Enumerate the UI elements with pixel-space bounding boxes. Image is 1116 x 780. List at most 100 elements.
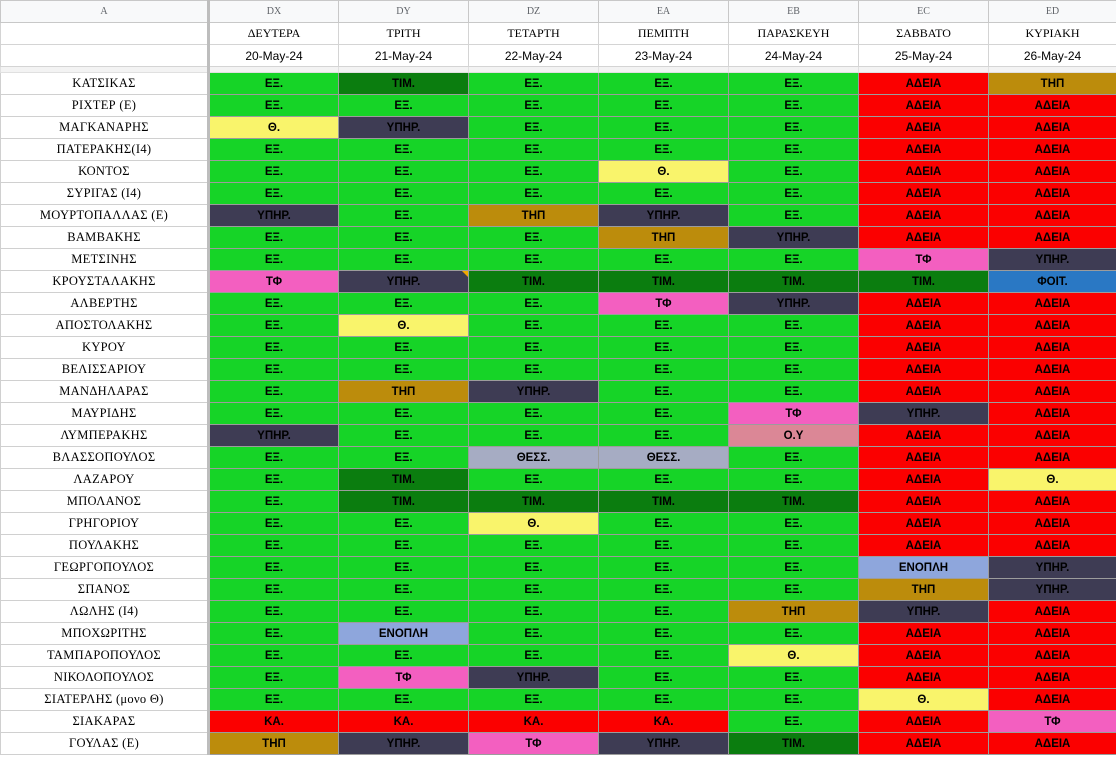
shift-cell[interactable]: ΕΞ. <box>338 226 469 249</box>
shift-cell[interactable]: ΑΔΕΙΑ <box>988 622 1116 645</box>
shift-cell[interactable]: ΕΞ. <box>728 710 859 733</box>
shift-cell[interactable]: ΥΠΗΡ. <box>988 578 1116 601</box>
shift-cell[interactable]: ΕΞ. <box>598 578 729 601</box>
shift-cell[interactable]: ΕΞ. <box>468 622 599 645</box>
shift-cell[interactable]: ΤΗΠ <box>207 732 339 755</box>
shift-cell[interactable]: ΤΙΜ. <box>338 490 469 513</box>
shift-cell[interactable]: ΕΞ. <box>728 138 859 161</box>
shift-cell[interactable]: ΕΞ. <box>598 644 729 667</box>
shift-cell[interactable]: ΕΞ. <box>598 72 729 95</box>
employee-name-cell[interactable]: ΜΑΝΔΗΛΑΡΑΣ <box>0 380 209 403</box>
shift-cell[interactable]: ΕΞ. <box>207 512 339 535</box>
shift-cell[interactable]: ΕΞ. <box>468 182 599 205</box>
shift-cell[interactable]: ΕΞ. <box>728 446 859 469</box>
shift-cell[interactable]: ΑΔΕΙΑ <box>988 534 1116 557</box>
shift-cell[interactable]: ΤΗΠ <box>728 600 859 623</box>
shift-cell[interactable]: ΕΞ. <box>207 556 339 579</box>
shift-cell[interactable]: ΕΞ. <box>598 600 729 623</box>
shift-cell[interactable]: ΑΔΕΙΑ <box>988 402 1116 425</box>
shift-cell[interactable]: ΘΕΣΣ. <box>598 446 729 469</box>
shift-cell[interactable]: ΑΔΕΙΑ <box>988 160 1116 183</box>
shift-cell[interactable]: ΕΞ. <box>207 578 339 601</box>
shift-cell[interactable]: ΑΔΕΙΑ <box>988 446 1116 469</box>
employee-name-cell[interactable]: ΒΑΜΒΑΚΗΣ <box>0 226 209 249</box>
shift-cell[interactable]: ΥΠΗΡ. <box>207 424 339 447</box>
shift-cell[interactable]: ΑΔΕΙΑ <box>988 512 1116 535</box>
shift-cell[interactable]: ΑΔΕΙΑ <box>858 732 989 755</box>
shift-cell[interactable]: ΥΠΗΡ. <box>468 666 599 689</box>
shift-cell[interactable]: ΕΞ. <box>468 292 599 315</box>
corner-cell[interactable] <box>0 22 209 45</box>
shift-cell[interactable]: ΕΞ. <box>338 292 469 315</box>
shift-cell[interactable]: ΕΞ. <box>207 380 339 403</box>
shift-cell[interactable]: ΤΙΜ. <box>598 490 729 513</box>
corner-cell-2[interactable] <box>0 44 209 67</box>
shift-cell[interactable]: ΕΞ. <box>598 534 729 557</box>
shift-cell[interactable]: ΚΑ. <box>207 710 339 733</box>
day-monday[interactable]: ΔΕΥΤΕΡΑ <box>207 22 339 45</box>
shift-cell[interactable]: ΕΞ. <box>728 160 859 183</box>
employee-name-cell[interactable]: ΚΑΤΣΙΚΑΣ <box>0 72 209 95</box>
employee-name-cell[interactable]: ΑΛΒΕΡΤΗΣ <box>0 292 209 315</box>
shift-cell[interactable]: ΕΞ. <box>728 512 859 535</box>
column-header-DY[interactable]: DY <box>338 0 469 23</box>
shift-cell[interactable]: Θ. <box>728 644 859 667</box>
shift-cell[interactable]: Θ. <box>207 116 339 139</box>
shift-cell[interactable]: ΥΠΗΡ. <box>468 380 599 403</box>
shift-cell[interactable]: ΑΔΕΙΑ <box>858 94 989 117</box>
shift-cell[interactable]: ΕΞ. <box>598 248 729 271</box>
shift-cell[interactable]: ΑΔΕΙΑ <box>858 138 989 161</box>
shift-cell[interactable]: ΑΔΕΙΑ <box>988 226 1116 249</box>
date-cell[interactable]: 20-May-24 <box>207 44 339 67</box>
shift-cell[interactable]: ΕΞ. <box>338 402 469 425</box>
shift-cell[interactable]: ΤΙΜ. <box>598 270 729 293</box>
shift-cell[interactable]: ΕΞ. <box>207 490 339 513</box>
shift-cell[interactable]: ΕΞ. <box>338 578 469 601</box>
shift-cell[interactable]: ΕΞ. <box>338 138 469 161</box>
shift-cell[interactable]: ΕΞ. <box>468 160 599 183</box>
shift-cell[interactable]: ΥΠΗΡ. <box>338 116 469 139</box>
shift-cell[interactable]: Θ. <box>598 160 729 183</box>
shift-cell[interactable]: ΕΞ. <box>207 160 339 183</box>
day-sunday[interactable]: ΚΥΡΙΑΚΗ <box>988 22 1116 45</box>
shift-cell[interactable]: ΕΞ. <box>728 116 859 139</box>
shift-cell[interactable]: ΑΔΕΙΑ <box>858 446 989 469</box>
shift-cell[interactable]: ΕΞ. <box>468 226 599 249</box>
shift-cell[interactable]: ΕΞ. <box>468 336 599 359</box>
shift-cell[interactable]: ΤΦ <box>207 270 339 293</box>
shift-cell[interactable]: ΕΞ. <box>207 248 339 271</box>
shift-cell[interactable]: ΕΞ. <box>598 314 729 337</box>
shift-cell[interactable]: ΕΞ. <box>207 72 339 95</box>
shift-cell[interactable]: ΑΔΕΙΑ <box>858 622 989 645</box>
shift-cell[interactable]: ΕΞ. <box>468 138 599 161</box>
shift-cell[interactable]: ΕΞ. <box>468 116 599 139</box>
shift-cell[interactable]: ΑΔΕΙΑ <box>858 380 989 403</box>
shift-cell[interactable]: ΕΞ. <box>598 556 729 579</box>
shift-cell[interactable]: ΕΞ. <box>598 182 729 205</box>
date-cell[interactable]: 23-May-24 <box>598 44 729 67</box>
shift-cell[interactable]: ΕΞ. <box>207 226 339 249</box>
employee-name-cell[interactable]: ΝΙΚΟΛΟΠΟΥΛΟΣ <box>0 666 209 689</box>
column-header-ED[interactable]: ED <box>988 0 1116 23</box>
shift-cell[interactable]: ΕΞ. <box>728 380 859 403</box>
shift-cell[interactable]: ΕΞ. <box>468 424 599 447</box>
shift-cell[interactable]: ΕΞ. <box>207 534 339 557</box>
employee-name-cell[interactable]: ΜΠΟΧΩΡΙΤΗΣ <box>0 622 209 645</box>
shift-cell[interactable]: ΤΙΜ. <box>728 490 859 513</box>
shift-cell[interactable]: ΕΞ. <box>598 666 729 689</box>
shift-cell[interactable]: ΕΞ. <box>207 182 339 205</box>
shift-cell[interactable]: Θ. <box>338 314 469 337</box>
shift-cell[interactable]: ΕΞ. <box>468 688 599 711</box>
employee-name-cell[interactable]: ΚΡΟΥΣΤΑΛΑΚΗΣ <box>0 270 209 293</box>
shift-cell[interactable]: ΕΞ. <box>598 402 729 425</box>
shift-cell[interactable]: ΕΞ. <box>338 94 469 117</box>
shift-cell[interactable]: ΕΞ. <box>728 248 859 271</box>
shift-cell[interactable]: ΕΞ. <box>728 358 859 381</box>
shift-cell[interactable]: ΥΠΗΡ. <box>728 226 859 249</box>
shift-cell[interactable]: ΕΞ. <box>468 600 599 623</box>
shift-cell[interactable]: ΤΙΜ. <box>728 270 859 293</box>
shift-cell[interactable]: ΤΙΜ. <box>858 270 989 293</box>
shift-cell[interactable]: ΑΔΕΙΑ <box>858 468 989 491</box>
shift-cell[interactable]: ΥΠΗΡ. <box>598 732 729 755</box>
shift-cell[interactable]: ΕΞ. <box>468 468 599 491</box>
